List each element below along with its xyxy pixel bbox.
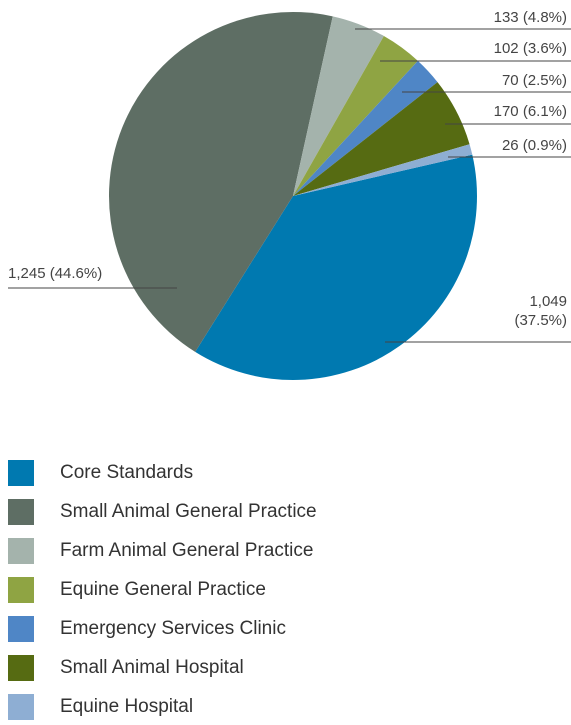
legend-swatch — [8, 538, 34, 564]
data-label: 70 (2.5%) — [501, 72, 567, 89]
legend-label: Small Animal General Practice — [60, 501, 317, 522]
pie-slice — [293, 144, 473, 196]
legend-label: Small Animal Hospital — [60, 657, 244, 678]
legend-swatch — [8, 499, 34, 525]
legend-label: Core Standards — [60, 462, 194, 483]
legend-swatch — [8, 616, 34, 642]
legend-swatch — [8, 694, 34, 720]
legend-label: Emergency Services Clinic — [60, 618, 286, 639]
data-label: 26 (0.9%) — [501, 137, 567, 154]
pie-slice — [108, 11, 333, 352]
legend-label: Equine General Practice — [60, 579, 266, 600]
legend-swatch — [8, 577, 34, 603]
data-label: 1,049 (37.5%) — [514, 293, 567, 329]
pie-slice — [293, 36, 418, 197]
data-label: 133 (4.8%) — [493, 9, 567, 26]
data-label: 102 (3.6%) — [493, 40, 567, 57]
data-label: 170 (6.1%) — [493, 103, 567, 120]
pie-slice — [293, 16, 384, 197]
pie-slice — [293, 82, 470, 196]
legend-swatch — [8, 460, 34, 486]
legend-swatch — [8, 655, 34, 681]
pie-slice — [195, 154, 477, 381]
legend-label: Farm Animal General Practice — [60, 540, 314, 561]
legend-label: Equine Hospital — [60, 696, 194, 717]
data-label: 1,245 (44.6%) — [8, 265, 103, 282]
pie-slice — [293, 60, 438, 196]
